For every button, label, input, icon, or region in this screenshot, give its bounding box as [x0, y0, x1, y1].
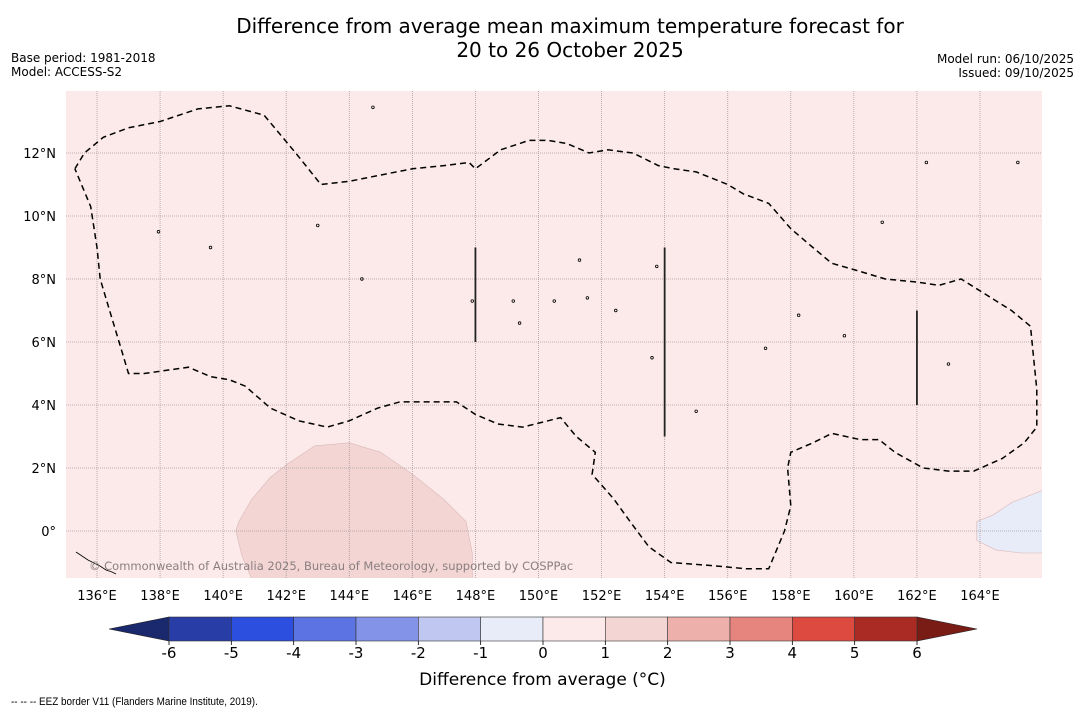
colorbar-tick-label: -5 [224, 644, 239, 662]
lon-tick-label: 142°E [266, 589, 306, 604]
colorbar-label: Difference from average (°C) [419, 670, 666, 690]
colorbar-bin [480, 616, 544, 642]
colorbar-bin [605, 616, 668, 642]
colorbar-bin [542, 616, 606, 642]
island-marker [655, 264, 659, 269]
colorbar: -6 -5 -4 -3 -2 -1 0 1 2 3 4 5 6 [108, 616, 978, 662]
lon-tick-label: 152°E [582, 589, 622, 604]
colorbar-tick-label: 2 [663, 644, 673, 662]
lat-tick-label: 8°N [32, 273, 57, 288]
lon-tick-label: 154°E [645, 589, 685, 604]
island-marker [517, 321, 522, 325]
axis-labels: 136°E 138°E 140°E 142°E 144°E 146°E 148°E 150°E… [23, 147, 1000, 604]
island-marker [585, 296, 590, 300]
island-marker [208, 245, 213, 250]
island-marker [360, 277, 364, 281]
title-line-1: Difference from average mean maximum tem… [236, 14, 904, 38]
lon-tick-label: 138°E [140, 589, 180, 604]
map-background [66, 91, 1042, 578]
copyright-text: © Commonwealth of Australia 2025, Bureau… [89, 559, 573, 573]
island-marker [470, 299, 474, 303]
chart-title: Difference from average mean maximum tem… [0, 14, 1085, 62]
lat-tick-label: 12°N [23, 147, 56, 162]
colorbar-tick-label: 5 [850, 644, 860, 662]
island-marker [694, 409, 698, 413]
colorbar-bin [729, 616, 793, 642]
coastline-new-guinea [75, 551, 117, 575]
model-name: Model: ACCESS-S2 [11, 65, 123, 79]
lon-tick-label: 156°E [708, 589, 748, 604]
colorbar-under-arrow [108, 616, 170, 642]
island-marker [924, 160, 929, 165]
graticule [66, 91, 1042, 578]
island-marker [650, 356, 654, 360]
title-line-2: 20 to 26 October 2025 [456, 38, 684, 62]
lat-tick-label: 10°N [23, 210, 56, 225]
colorbar-bin [418, 616, 481, 642]
colorbar-tick-label: 4 [788, 644, 798, 662]
island-marker [796, 313, 801, 317]
run-info: Model run: 06/10/2025 Issued: 09/10/2025 [937, 52, 1074, 80]
lon-tick-label: 160°E [834, 589, 874, 604]
colorbar-tick-label: -6 [162, 644, 177, 662]
lat-tick-label: 0° [41, 525, 56, 540]
lat-tick-label: 2°N [32, 462, 57, 477]
colorbar-tick-label: 0 [538, 644, 548, 662]
colorbar-bin [231, 616, 294, 642]
colorbar-tick-label: 6 [912, 644, 922, 662]
island-marker [946, 362, 951, 366]
island-marker [842, 334, 847, 338]
eez-footnote: -- -- -- EEZ border V11 (Flanders Marine… [11, 696, 258, 708]
eez-border-line [74, 105, 1038, 570]
lon-tick-label: 136°E [77, 589, 117, 604]
lon-tick-label: 150°E [519, 589, 559, 604]
lon-tick-label: 148°E [456, 589, 496, 604]
island-marker [614, 308, 618, 313]
eez-layer [74, 105, 1038, 570]
model-info: Base period: 1981-2018 Model: ACCESS-S2 [11, 51, 156, 79]
lon-tick-label: 146°E [393, 589, 433, 604]
island-marker [763, 346, 768, 350]
lon-tick-label: 158°E [771, 589, 811, 604]
colorbar-tick-label: -2 [411, 644, 426, 662]
lon-tick-label: 144°E [330, 589, 370, 604]
island-marker [156, 230, 161, 234]
colorbar-bin [792, 616, 855, 642]
lat-tick-label: 4°N [32, 399, 57, 414]
island-marker [880, 220, 884, 224]
colorbar-bin [293, 616, 357, 642]
warm-anomaly-1-to-2 [235, 442, 473, 578]
base-period: Base period: 1981-2018 [11, 51, 156, 65]
lon-tick-label: 140°E [203, 589, 243, 604]
colorbar-over-arrow [916, 616, 978, 642]
colorbar-tick-label: 3 [725, 644, 735, 662]
colorbar-tick-label: -3 [349, 644, 364, 662]
model-run-date: Model run: 06/10/2025 [936, 52, 1074, 66]
colorbar-bin [854, 616, 918, 642]
lat-tick-label: 6°N [32, 336, 57, 351]
island-marker [371, 105, 375, 110]
island-marker [552, 299, 556, 303]
colorbar-bin [355, 616, 419, 642]
lon-tick-label: 162°E [897, 589, 937, 604]
lon-tick-label: 164°E [960, 589, 1000, 604]
colorbar-tick-label: 1 [601, 644, 611, 662]
island-marker [316, 223, 320, 228]
anomaly-layer [235, 442, 1042, 578]
island-marker [1016, 160, 1020, 165]
colorbar-bin [667, 616, 731, 642]
issued-date: Issued: 09/10/2025 [958, 66, 1074, 80]
colorbar-tick-label: -4 [286, 644, 301, 662]
island-layer [75, 105, 1020, 575]
colorbar-tick-label: -1 [473, 644, 488, 662]
island-marker [577, 258, 582, 262]
cool-anomaly-minus1-to-0 [976, 490, 1042, 554]
island-marker [511, 299, 515, 303]
colorbar-bin [168, 616, 232, 642]
